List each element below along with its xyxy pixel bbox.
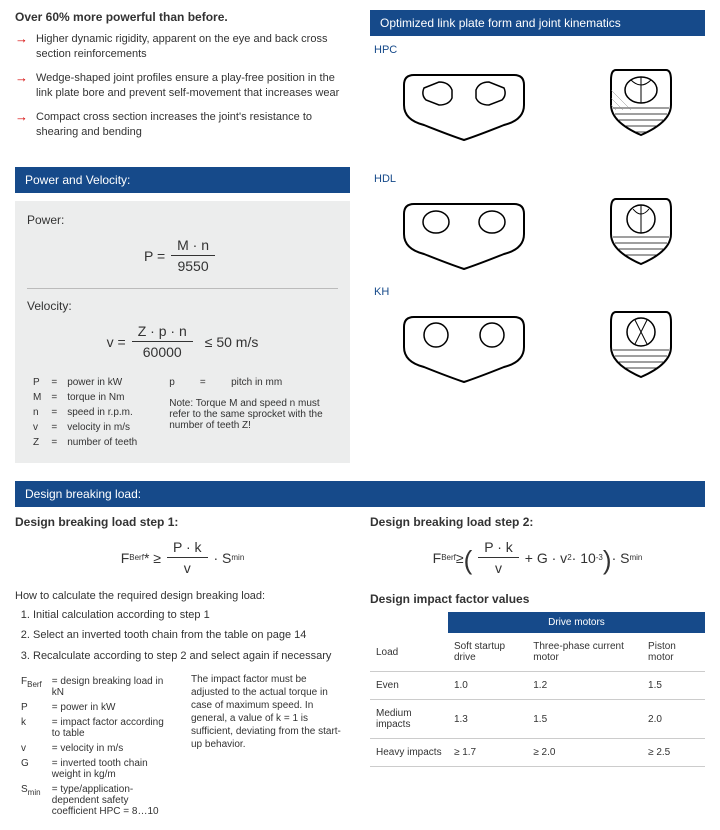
optimized-heading: Optimized link plate form and joint kine… [370, 10, 705, 36]
joint-icon [601, 302, 681, 387]
vars-left: FBerf= design breaking load in kN P= pow… [15, 673, 175, 820]
impact-table: Drive motors Load Soft startup drive Thr… [370, 612, 705, 767]
formula-tail: ≤ 50 m/s [205, 334, 259, 350]
joint-icon [601, 189, 681, 274]
intro-bullet: → Wedge-shaped joint profiles ensure a p… [15, 71, 350, 102]
vars-right-note: The impact factor must be adjusted to th… [191, 673, 341, 820]
optimized-col-2: HDL KH [370, 167, 705, 463]
step1-title: Design breaking load step 1: [15, 515, 350, 529]
step1-formula: FBerf * ≥ P · k v · Smin [15, 539, 350, 576]
table-row: Heavy impacts ≥ 1.7 ≥ 2.0 ≥ 2.5 [370, 739, 705, 767]
vars-row: FBerf= design breaking load in kN P= pow… [15, 673, 350, 820]
fraction: P · k v [478, 539, 519, 576]
db-heading: Design breaking load: [15, 481, 705, 507]
step2-formula: FBerf ≥ ( P · k v + G · v2 · 10-3 ) · Sm… [370, 539, 705, 576]
plate-row [370, 302, 705, 387]
power-label: Power: [27, 213, 338, 227]
formula-lhs: P = [144, 248, 165, 264]
fraction: M · n 9550 [171, 237, 215, 274]
intro-bullet: → Compact cross section increases the jo… [15, 110, 350, 141]
step2-title: Design breaking load step 2: [370, 515, 705, 529]
divider [27, 288, 338, 289]
intro-col: Over 60% more powerful than before. → Hi… [15, 10, 350, 157]
power-formula: P = M · n 9550 [27, 237, 338, 274]
link-plate-icon [394, 60, 534, 145]
velocity-label: Velocity: [27, 299, 338, 313]
col-header: Three-phase current motor [527, 633, 642, 672]
col-header: Soft startup drive [448, 633, 527, 672]
variant-label: HPC [374, 44, 705, 56]
legend-left: P=power in kW M=torque in Nm n=speed in … [27, 374, 143, 451]
mid-row: Power and Velocity: Power: P = M · n 955… [15, 167, 705, 463]
pv-heading: Power and Velocity: [15, 167, 350, 193]
db-left: Design breaking load step 1: FBerf * ≥ P… [15, 515, 350, 820]
pv-box: Power: P = M · n 9550 Velocity: v = Z · … [15, 201, 350, 463]
link-plate-icon [394, 189, 534, 274]
intro-headline: Over 60% more powerful than before. [15, 10, 350, 24]
plate-row [370, 60, 705, 145]
formula-lhs: v = [107, 334, 126, 350]
bullet-text: Higher dynamic rigidity, apparent on the… [36, 32, 350, 63]
howto-heading: How to calculate the required design bre… [15, 590, 350, 602]
db-right: Design breaking load step 2: FBerf ≥ ( P… [370, 515, 705, 820]
legend-note: Note: Torque M and speed n must refer to… [165, 397, 331, 449]
db-row: Design breaking load step 1: FBerf * ≥ P… [15, 515, 705, 820]
fraction: P · k v [167, 539, 208, 576]
bullet-text: Wedge-shaped joint profiles ensure a pla… [36, 71, 350, 102]
intro-bullet: → Higher dynamic rigidity, apparent on t… [15, 32, 350, 63]
velocity-formula: v = Z · p · n 60000 ≤ 50 m/s [27, 323, 338, 360]
arrow-icon: → [15, 32, 28, 45]
bullet-text: Compact cross section increases the join… [36, 110, 350, 141]
arrow-icon: → [15, 110, 28, 123]
variant-label: HDL [374, 173, 705, 185]
step-item: Recalculate according to step 2 and sele… [33, 649, 350, 663]
howto-steps: Initial calculation according to step 1 … [33, 608, 350, 663]
table-group-header: Drive motors [448, 612, 705, 633]
design-breaking-section: Design breaking load: Design breaking lo… [15, 481, 705, 820]
link-plate-icon [394, 302, 534, 387]
impact-heading: Design impact factor values [370, 592, 705, 606]
arrow-icon: → [15, 71, 28, 84]
step-item: Initial calculation according to step 1 [33, 608, 350, 622]
optimized-col: Optimized link plate form and joint kine… [370, 10, 705, 157]
legend-right: p=pitch in mm Note: Torque M and speed n… [163, 374, 333, 451]
fraction: Z · p · n 60000 [132, 323, 193, 360]
joint-icon [601, 60, 681, 145]
variant-label: KH [374, 286, 705, 298]
table-row: Medium impacts 1.3 1.5 2.0 [370, 700, 705, 739]
pv-legend: P=power in kW M=torque in Nm n=speed in … [27, 374, 338, 451]
top-row: Over 60% more powerful than before. → Hi… [15, 10, 705, 157]
col-load: Load [370, 633, 448, 672]
power-velocity-col: Power and Velocity: Power: P = M · n 955… [15, 167, 350, 463]
step-item: Select an inverted tooth chain from the … [33, 628, 350, 642]
table-row: Even 1.0 1.2 1.5 [370, 672, 705, 700]
plate-row [370, 189, 705, 274]
col-header: Piston motor [642, 633, 705, 672]
